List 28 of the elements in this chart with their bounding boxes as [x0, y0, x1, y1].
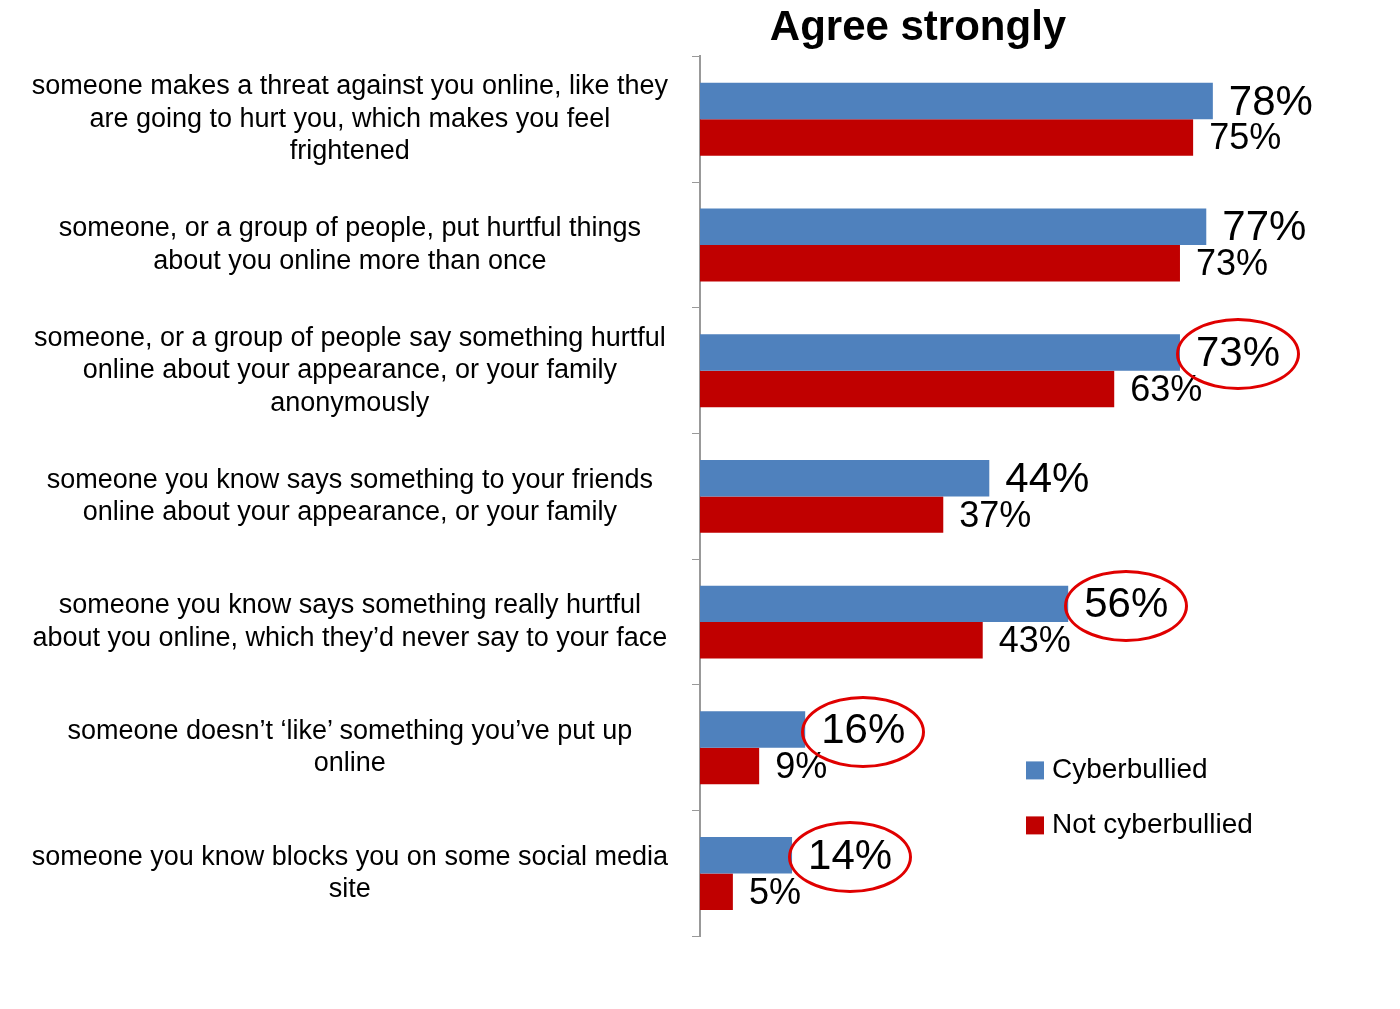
bar [700, 334, 1180, 371]
y-tick-label: someone you know says something to your friends online about your appearance, or your family [46, 463, 653, 527]
y-tick-label: someone doesn’t ‘like’ something you’ve put up online [67, 715, 633, 778]
data-label: 5% [748, 870, 801, 912]
bar [700, 82, 1213, 120]
data-label: 14% [808, 830, 893, 878]
bar [700, 837, 793, 874]
y-tick-label: someone, or a group of people, put hurtful things about you online more than once [58, 212, 642, 275]
data-label: 56% [1084, 579, 1169, 627]
bar [700, 244, 1180, 282]
bar [700, 370, 1115, 408]
y-tick-label: someone, or a group of people say something hurtful online about your appearance, or your family anonymously [33, 321, 666, 417]
bar [700, 747, 760, 785]
chart-title: Agree strongly [768, 2, 1068, 50]
y-tick-label: someone you know says something really hurtful about you online, which they’d never say to your face [32, 589, 668, 652]
y-tick-label: someone makes a threat against you online, like they are going to hurt you, which makes you feel frightened [31, 70, 669, 166]
bar [700, 622, 983, 659]
bar [700, 711, 806, 748]
bar [700, 873, 733, 910]
data-label: 43% [998, 619, 1071, 661]
bar [700, 208, 1207, 245]
bar [700, 585, 1069, 623]
legend-label: Not cyberbullied [1052, 808, 1253, 840]
y-tick-label: someone you know blocks you on some social media site [31, 840, 669, 904]
legend-label: Cyberbullied [1052, 753, 1208, 785]
bar [700, 119, 1194, 156]
bar [700, 459, 990, 497]
bar [700, 496, 944, 533]
